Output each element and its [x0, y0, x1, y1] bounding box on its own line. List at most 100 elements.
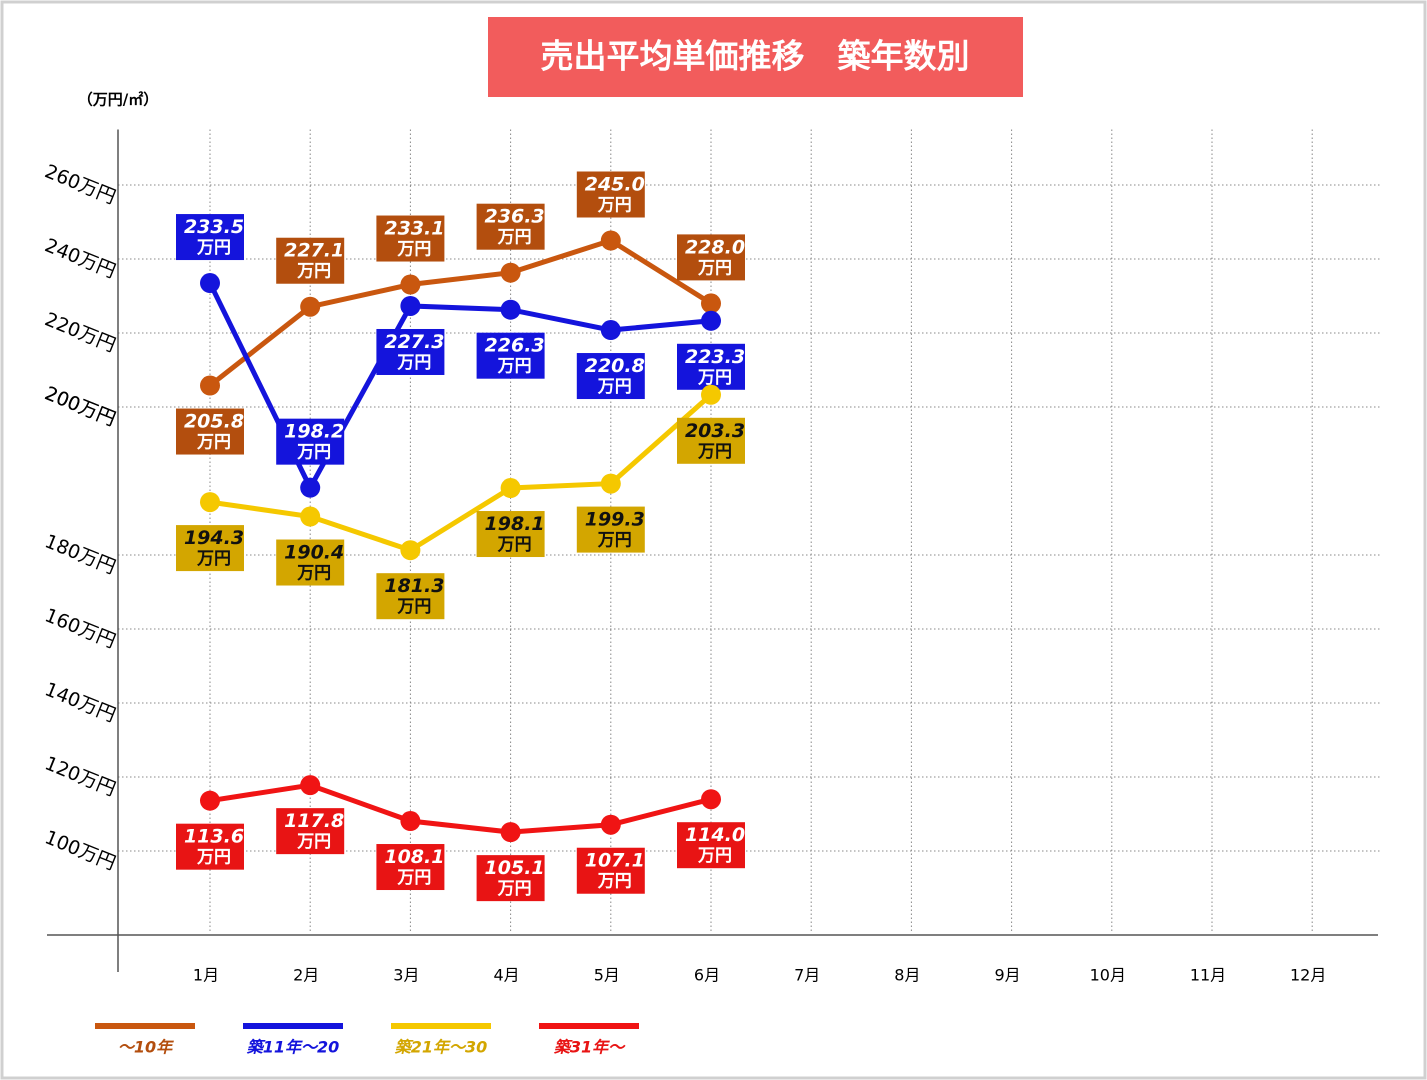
data-label-number: 223.3 [685, 345, 745, 367]
data-label-box [576, 171, 645, 218]
data-label-unit: 万円 [196, 433, 231, 453]
data-label-unit: 万円 [497, 879, 532, 899]
data-label-unit: 万円 [597, 196, 632, 216]
data-label-unit: 万円 [296, 832, 331, 852]
x-tick-label: 9月 [995, 966, 1021, 985]
data-label-number: 181.3 [384, 575, 444, 597]
series-line [208, 237, 713, 388]
data-point [400, 811, 421, 832]
data-label-box [176, 214, 244, 261]
data-label-box [677, 343, 745, 390]
x-tick-label: 3月 [393, 966, 419, 985]
data-point [701, 293, 721, 314]
data-point [500, 299, 521, 320]
data-label-box [376, 573, 445, 620]
data-label: 203.3 万円 [685, 419, 745, 462]
data-label-unit: 万円 [697, 258, 732, 278]
data-label-box [276, 808, 345, 855]
data-label-unit: 万円 [396, 868, 431, 888]
data-label-unit: 万円 [196, 848, 231, 868]
data-point [300, 477, 321, 498]
title-box [488, 17, 1023, 97]
data-point [400, 540, 421, 561]
data-point [500, 822, 521, 843]
data-label-box [276, 539, 345, 586]
y-axis-label: （万円/㎡） [78, 91, 158, 109]
data-point [600, 473, 621, 494]
data-point [300, 296, 321, 317]
data-label-box [176, 408, 244, 455]
series-line [209, 392, 713, 553]
x-tick-label: 7月 [794, 966, 820, 985]
data-label-number: 227.1 [284, 239, 344, 261]
data-label: 220.8 万円 [585, 355, 645, 398]
data-label: 105.1 万円 [485, 857, 545, 900]
data-label-unit: 万円 [697, 846, 732, 866]
data-label: 228.0 万円 [685, 236, 745, 279]
data-label-number: 198.2 [284, 420, 344, 442]
data-point [701, 789, 721, 810]
x-tick-label: 1月 [193, 966, 219, 985]
data-label-number: 233.1 [384, 217, 444, 239]
data-label-unit: 万円 [396, 597, 431, 617]
data-label-box [476, 511, 545, 558]
data-label-unit: 万円 [296, 564, 331, 584]
data-label-box [476, 855, 545, 902]
data-label-number: 226.3 [485, 334, 545, 356]
legend-label: 築31年～ [554, 1038, 626, 1057]
data-point [500, 262, 521, 283]
data-label: 107.1 万円 [585, 849, 645, 892]
data-label-number: 233.5 [184, 216, 244, 238]
data-label-unit: 万円 [497, 535, 532, 555]
data-label: 198.1 万円 [485, 513, 545, 556]
data-label: 199.3 万円 [585, 508, 645, 551]
y-tick-label: 120万円 [42, 752, 119, 800]
x-tick-label: 6月 [694, 966, 720, 985]
data-label-unit: 万円 [396, 353, 431, 373]
data-label-number: 105.1 [485, 857, 545, 879]
x-tick-label: 5月 [594, 966, 620, 985]
data-label: 226.3 万円 [485, 334, 545, 377]
data-label: 108.1 万円 [384, 846, 444, 889]
data-label-box [176, 525, 244, 572]
data-label-unit: 万円 [597, 377, 632, 397]
data-label-number: 203.3 [685, 419, 745, 441]
data-point [200, 273, 220, 294]
data-label-box [576, 353, 645, 400]
data-label: 227.3 万円 [384, 330, 444, 373]
data-label: 223.3 万円 [685, 345, 745, 388]
data-label: 236.3 万円 [485, 205, 545, 248]
data-label: 245.0 万円 [585, 173, 645, 216]
data-label-unit: 万円 [597, 531, 632, 551]
y-tick-label: 200万円 [42, 382, 119, 430]
data-label-box [576, 847, 645, 894]
data-label-number: 220.8 [585, 355, 645, 377]
data-label-box [677, 234, 745, 281]
data-label-unit: 万円 [697, 442, 732, 462]
data-label-number: 113.6 [184, 825, 244, 847]
data-label-number: 194.3 [184, 527, 244, 549]
data-label-unit: 万円 [497, 357, 532, 377]
legend-label: 築21年～30 [395, 1038, 488, 1057]
data-label-number: 108.1 [384, 846, 444, 868]
y-tick-label: 220万円 [42, 308, 119, 356]
data-label-number: 245.0 [585, 173, 645, 195]
data-label-unit: 万円 [296, 262, 331, 282]
data-point [600, 814, 621, 835]
data-point [500, 478, 521, 499]
data-label-number: 228.0 [685, 236, 745, 258]
data-point [701, 310, 721, 331]
data-point [300, 775, 321, 796]
data-label-unit: 万円 [597, 872, 632, 892]
data-point [400, 295, 421, 316]
data-label-unit: 万円 [697, 368, 732, 388]
data-label-unit: 万円 [196, 238, 231, 258]
data-label-box [376, 844, 445, 891]
y-tick-label: 240万円 [42, 234, 119, 282]
data-label-number: 190.4 [284, 541, 344, 563]
data-label-unit: 万円 [196, 549, 231, 569]
data-point [300, 506, 321, 527]
data-label-box [176, 823, 244, 870]
